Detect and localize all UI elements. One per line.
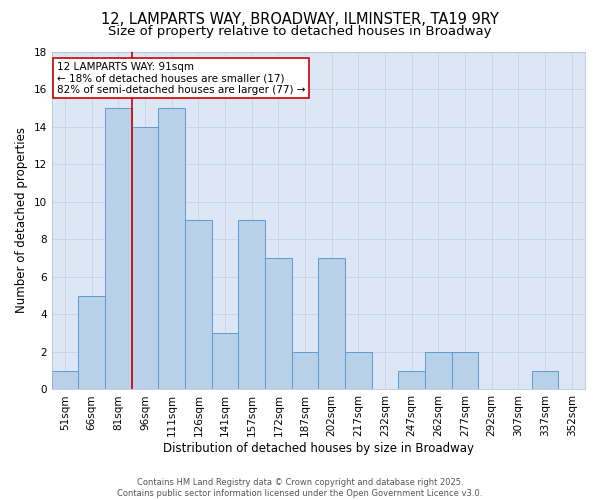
Bar: [319, 258, 345, 390]
Bar: [52, 370, 79, 390]
Bar: [158, 108, 185, 390]
Bar: [398, 370, 425, 390]
Bar: [238, 220, 265, 390]
Text: 12 LAMPARTS WAY: 91sqm
← 18% of detached houses are smaller (17)
82% of semi-det: 12 LAMPARTS WAY: 91sqm ← 18% of detached…: [57, 62, 305, 95]
Bar: [425, 352, 452, 390]
Bar: [345, 352, 371, 390]
Bar: [131, 126, 158, 390]
Y-axis label: Number of detached properties: Number of detached properties: [15, 128, 28, 314]
Bar: [265, 258, 292, 390]
Bar: [79, 296, 105, 390]
Bar: [452, 352, 478, 390]
Text: Size of property relative to detached houses in Broadway: Size of property relative to detached ho…: [108, 25, 492, 38]
Text: 12, LAMPARTS WAY, BROADWAY, ILMINSTER, TA19 9RY: 12, LAMPARTS WAY, BROADWAY, ILMINSTER, T…: [101, 12, 499, 28]
Bar: [185, 220, 212, 390]
X-axis label: Distribution of detached houses by size in Broadway: Distribution of detached houses by size …: [163, 442, 474, 455]
Bar: [105, 108, 131, 390]
Bar: [292, 352, 319, 390]
Bar: [532, 370, 559, 390]
Bar: [212, 333, 238, 390]
Text: Contains HM Land Registry data © Crown copyright and database right 2025.
Contai: Contains HM Land Registry data © Crown c…: [118, 478, 482, 498]
